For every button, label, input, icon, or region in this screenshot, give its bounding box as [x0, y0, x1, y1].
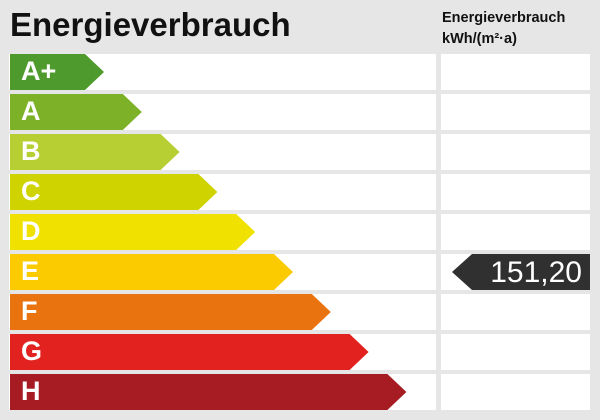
value-text: 151,20 — [490, 256, 582, 289]
class-bar-F: F — [10, 294, 331, 330]
class-bar-B: B — [10, 134, 180, 170]
class-bar-D: D — [10, 214, 256, 250]
value-cell — [441, 334, 590, 370]
chart-title: Energieverbrauch — [10, 6, 291, 43]
class-label: G — [21, 336, 43, 366]
value-cell — [441, 54, 590, 90]
value-cell — [441, 94, 590, 130]
class-bar-A: A — [10, 94, 142, 130]
value-cell — [441, 374, 590, 410]
class-label: A+ — [21, 56, 57, 86]
value-badge: 151,20 — [452, 254, 590, 290]
class-label: C — [21, 176, 41, 206]
class-bar-E: E — [10, 254, 293, 290]
value-cell — [441, 294, 590, 330]
value-cell — [441, 174, 590, 210]
class-bar-H: H — [10, 374, 407, 410]
class-label: A — [21, 96, 41, 126]
unit-label: kWh/(m²·a) — [442, 31, 517, 47]
class-bar-G: G — [10, 334, 369, 370]
value-cell — [441, 134, 590, 170]
class-label: F — [21, 296, 38, 326]
value-column-header: Energieverbrauch kWh/(m²·a) — [442, 8, 565, 50]
class-label: H — [21, 376, 41, 406]
value-cell — [441, 214, 590, 250]
value-header-label: Energieverbrauch — [442, 10, 566, 26]
class-label: B — [21, 136, 41, 166]
class-bar-C: C — [10, 174, 218, 210]
class-bar-A+: A+ — [10, 54, 104, 90]
class-label: D — [21, 216, 41, 246]
class-label: E — [21, 256, 40, 286]
